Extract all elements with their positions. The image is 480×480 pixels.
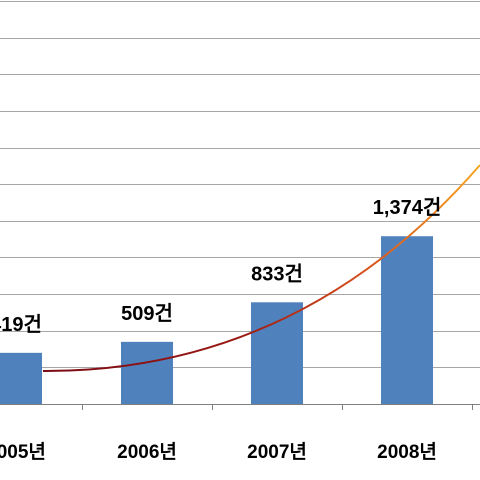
x-tick-label: 2005년 <box>0 441 46 463</box>
bar <box>121 341 173 404</box>
bar <box>251 302 303 404</box>
data-label: 1,374건 <box>373 196 441 219</box>
data-label: 833건 <box>251 262 303 285</box>
bars <box>0 236 433 404</box>
bar <box>0 352 42 404</box>
x-tick-label: 2006년 <box>117 441 177 463</box>
x-tick-label: 2007년 <box>247 441 307 463</box>
bar <box>381 236 433 404</box>
trend-line <box>42 164 480 373</box>
data-labels: 419건 509건 833건 1,374건 <box>0 196 441 336</box>
data-label: 419건 <box>0 313 42 336</box>
x-axis-labels: 2005년 2006년 2007년 2008년 <box>0 441 437 463</box>
data-label: 509건 <box>121 302 173 325</box>
x-axis-ticks <box>82 404 473 410</box>
gridlines <box>0 1 480 368</box>
x-tick-label: 2008년 <box>377 441 437 463</box>
